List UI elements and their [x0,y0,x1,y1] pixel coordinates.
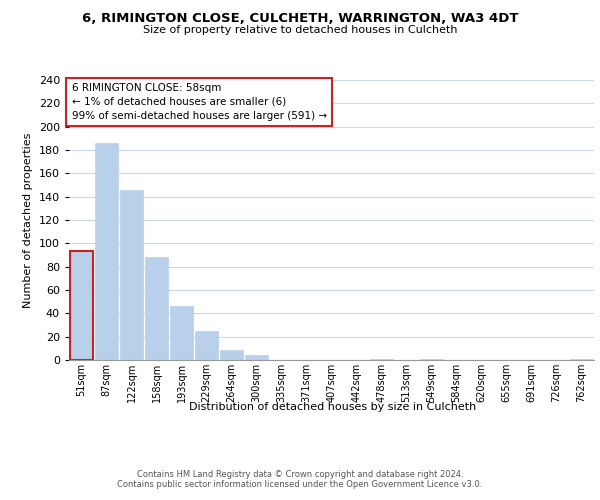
Bar [95,143,118,360]
Text: 6 RIMINGTON CLOSE: 58sqm
← 1% of detached houses are smaller (6)
99% of semi-det: 6 RIMINGTON CLOSE: 58sqm ← 1% of detache… [71,83,327,121]
Text: Distribution of detached houses by size in Culcheth: Distribution of detached houses by size … [190,402,476,412]
Text: Contains HM Land Registry data © Crown copyright and database right 2024.
Contai: Contains HM Land Registry data © Crown c… [118,470,482,490]
Bar [120,190,143,360]
Text: Size of property relative to detached houses in Culcheth: Size of property relative to detached ho… [143,25,457,35]
Bar [195,331,218,360]
Bar [170,306,193,360]
Bar [420,359,443,360]
Bar [570,359,593,360]
Bar [70,252,93,360]
Bar [245,356,268,360]
Bar [370,359,393,360]
Y-axis label: Number of detached properties: Number of detached properties [23,132,33,308]
Text: 6, RIMINGTON CLOSE, CULCHETH, WARRINGTON, WA3 4DT: 6, RIMINGTON CLOSE, CULCHETH, WARRINGTON… [82,12,518,26]
Bar [220,350,243,360]
Bar [145,258,168,360]
